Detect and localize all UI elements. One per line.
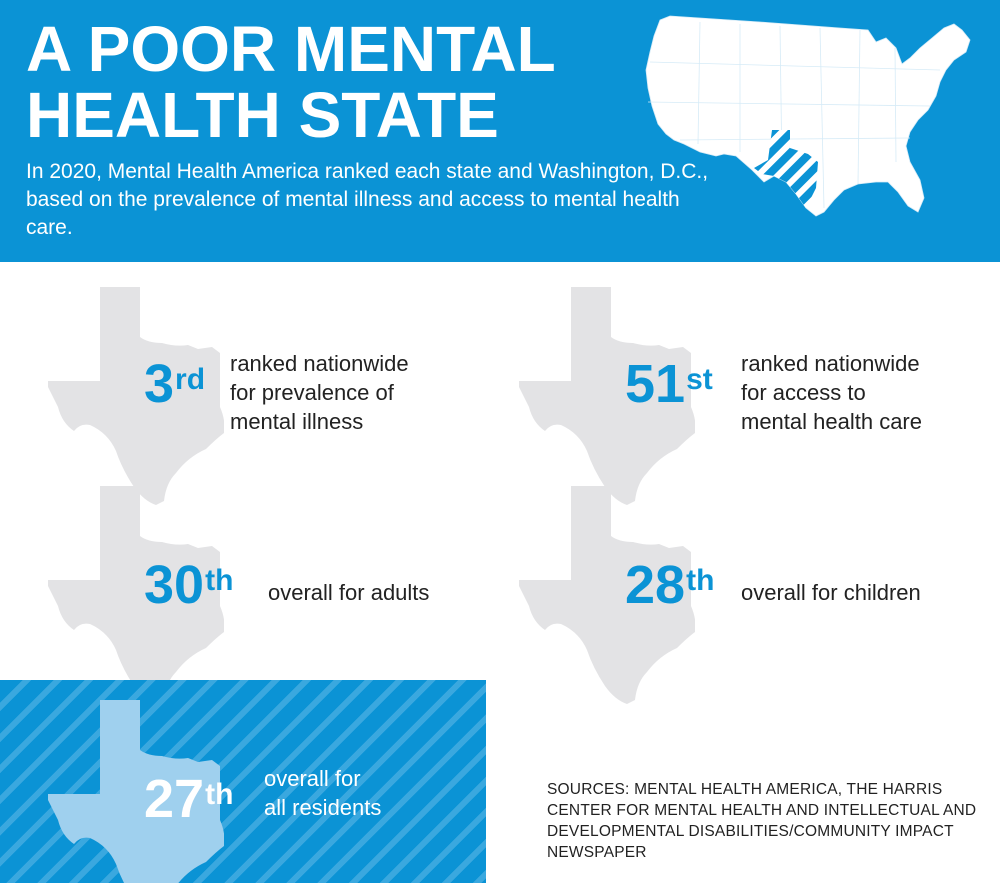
title-line-1: A POOR MENTAL bbox=[26, 13, 556, 85]
page-subtitle: In 2020, Mental Health America ranked ea… bbox=[26, 160, 709, 239]
sources-note: SOURCES: MENTAL HEALTH AMERICA, THE HARR… bbox=[547, 781, 977, 861]
rank-number: 27th bbox=[144, 769, 234, 829]
rank-number: 51st bbox=[625, 354, 713, 414]
title-line-2: HEALTH STATE bbox=[26, 79, 499, 151]
rank-number: 3rd bbox=[144, 354, 206, 414]
page-title: A POOR MENTAL HEALTH STATE bbox=[26, 16, 556, 148]
stat-description: overall for children bbox=[741, 580, 921, 605]
highlight-panel-all-residents: 27th overall for all residents bbox=[0, 680, 486, 883]
stat-description: overall for all residents bbox=[264, 766, 382, 820]
stat-description: overall for adults bbox=[268, 580, 430, 605]
us-map-icon bbox=[645, 15, 971, 217]
stat-description: ranked nationwide for prevalence of ment… bbox=[230, 351, 409, 434]
rank-number: 28th bbox=[625, 555, 715, 615]
rank-number: 30th bbox=[144, 555, 234, 615]
stat-description: ranked nationwide for access to mental h… bbox=[741, 351, 922, 434]
header-banner: A POOR MENTAL HEALTH STATE In 2020, Ment… bbox=[0, 0, 1000, 262]
